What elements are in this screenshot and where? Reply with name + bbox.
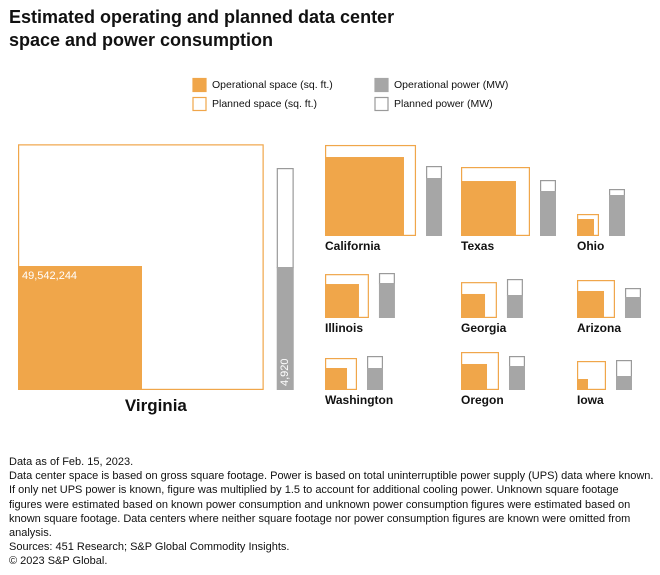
operational-space [577, 290, 605, 318]
operational-space [325, 284, 359, 318]
category-label: Oregon [461, 393, 504, 407]
operational-space [577, 219, 594, 236]
operational-power [506, 295, 523, 318]
chart-title: Estimated operating and planned data cen… [9, 7, 395, 50]
note: © 2023 S&P Global. [9, 555, 108, 568]
operational-space [325, 367, 348, 390]
category-label: Texas [461, 239, 494, 253]
category-label: Illinois [325, 321, 363, 335]
planned-power [539, 180, 556, 193]
planned-power [378, 273, 395, 285]
operational-space [461, 181, 516, 236]
category-label: Arizona [577, 321, 621, 335]
category-label: Georgia [461, 321, 507, 335]
legend-swatch [192, 77, 207, 93]
operational-space [18, 266, 142, 390]
legend-label: Operational power (MW) [394, 79, 508, 91]
legend-label: Planned space (sq. ft.) [212, 98, 317, 110]
operational-power [539, 191, 556, 236]
planned-power [609, 189, 626, 197]
category-label: Washington [325, 393, 393, 407]
planned-power [508, 356, 525, 368]
value-label: 49,542,244 [22, 270, 77, 282]
legend-swatch [374, 96, 389, 112]
legend-label: Planned power (MW) [394, 98, 493, 110]
chart: Operational space (sq. ft.) Planned space… [18, 77, 641, 415]
note: Sources: 451 Research; S&P Global Commod… [9, 541, 290, 554]
planned-power [616, 360, 633, 378]
notes: Data as of Feb. 15, 2023. Data center spa… [9, 455, 654, 569]
planned-power [276, 168, 294, 269]
operational-power [367, 368, 384, 390]
category-label: Virginia [125, 396, 188, 415]
operational-space [577, 378, 589, 390]
legend-label: Operational space (sq. ft.) [212, 79, 333, 91]
note: Data as of Feb. 15, 2023. [9, 456, 134, 468]
operational-power [508, 366, 525, 390]
operational-power [616, 376, 633, 390]
operational-power [624, 297, 641, 318]
legend-swatch [374, 77, 389, 93]
operational-power [609, 195, 626, 236]
operational-power [378, 283, 395, 318]
operational-space [325, 157, 404, 236]
planned-power [367, 356, 384, 370]
operational-power [426, 178, 443, 236]
legend-swatch [192, 96, 207, 112]
operational-space [461, 363, 488, 390]
operational-space [461, 293, 486, 318]
operational-power [276, 267, 294, 390]
planned-power [624, 288, 641, 299]
planned-power [426, 166, 443, 180]
note: Data center space is based on gross squa… [9, 470, 654, 540]
category-label: Ohio [577, 239, 604, 253]
value-label: 4,920 [279, 358, 291, 386]
planned-power [506, 279, 523, 297]
category-label: Iowa [577, 393, 604, 407]
category-label: California [325, 239, 381, 253]
